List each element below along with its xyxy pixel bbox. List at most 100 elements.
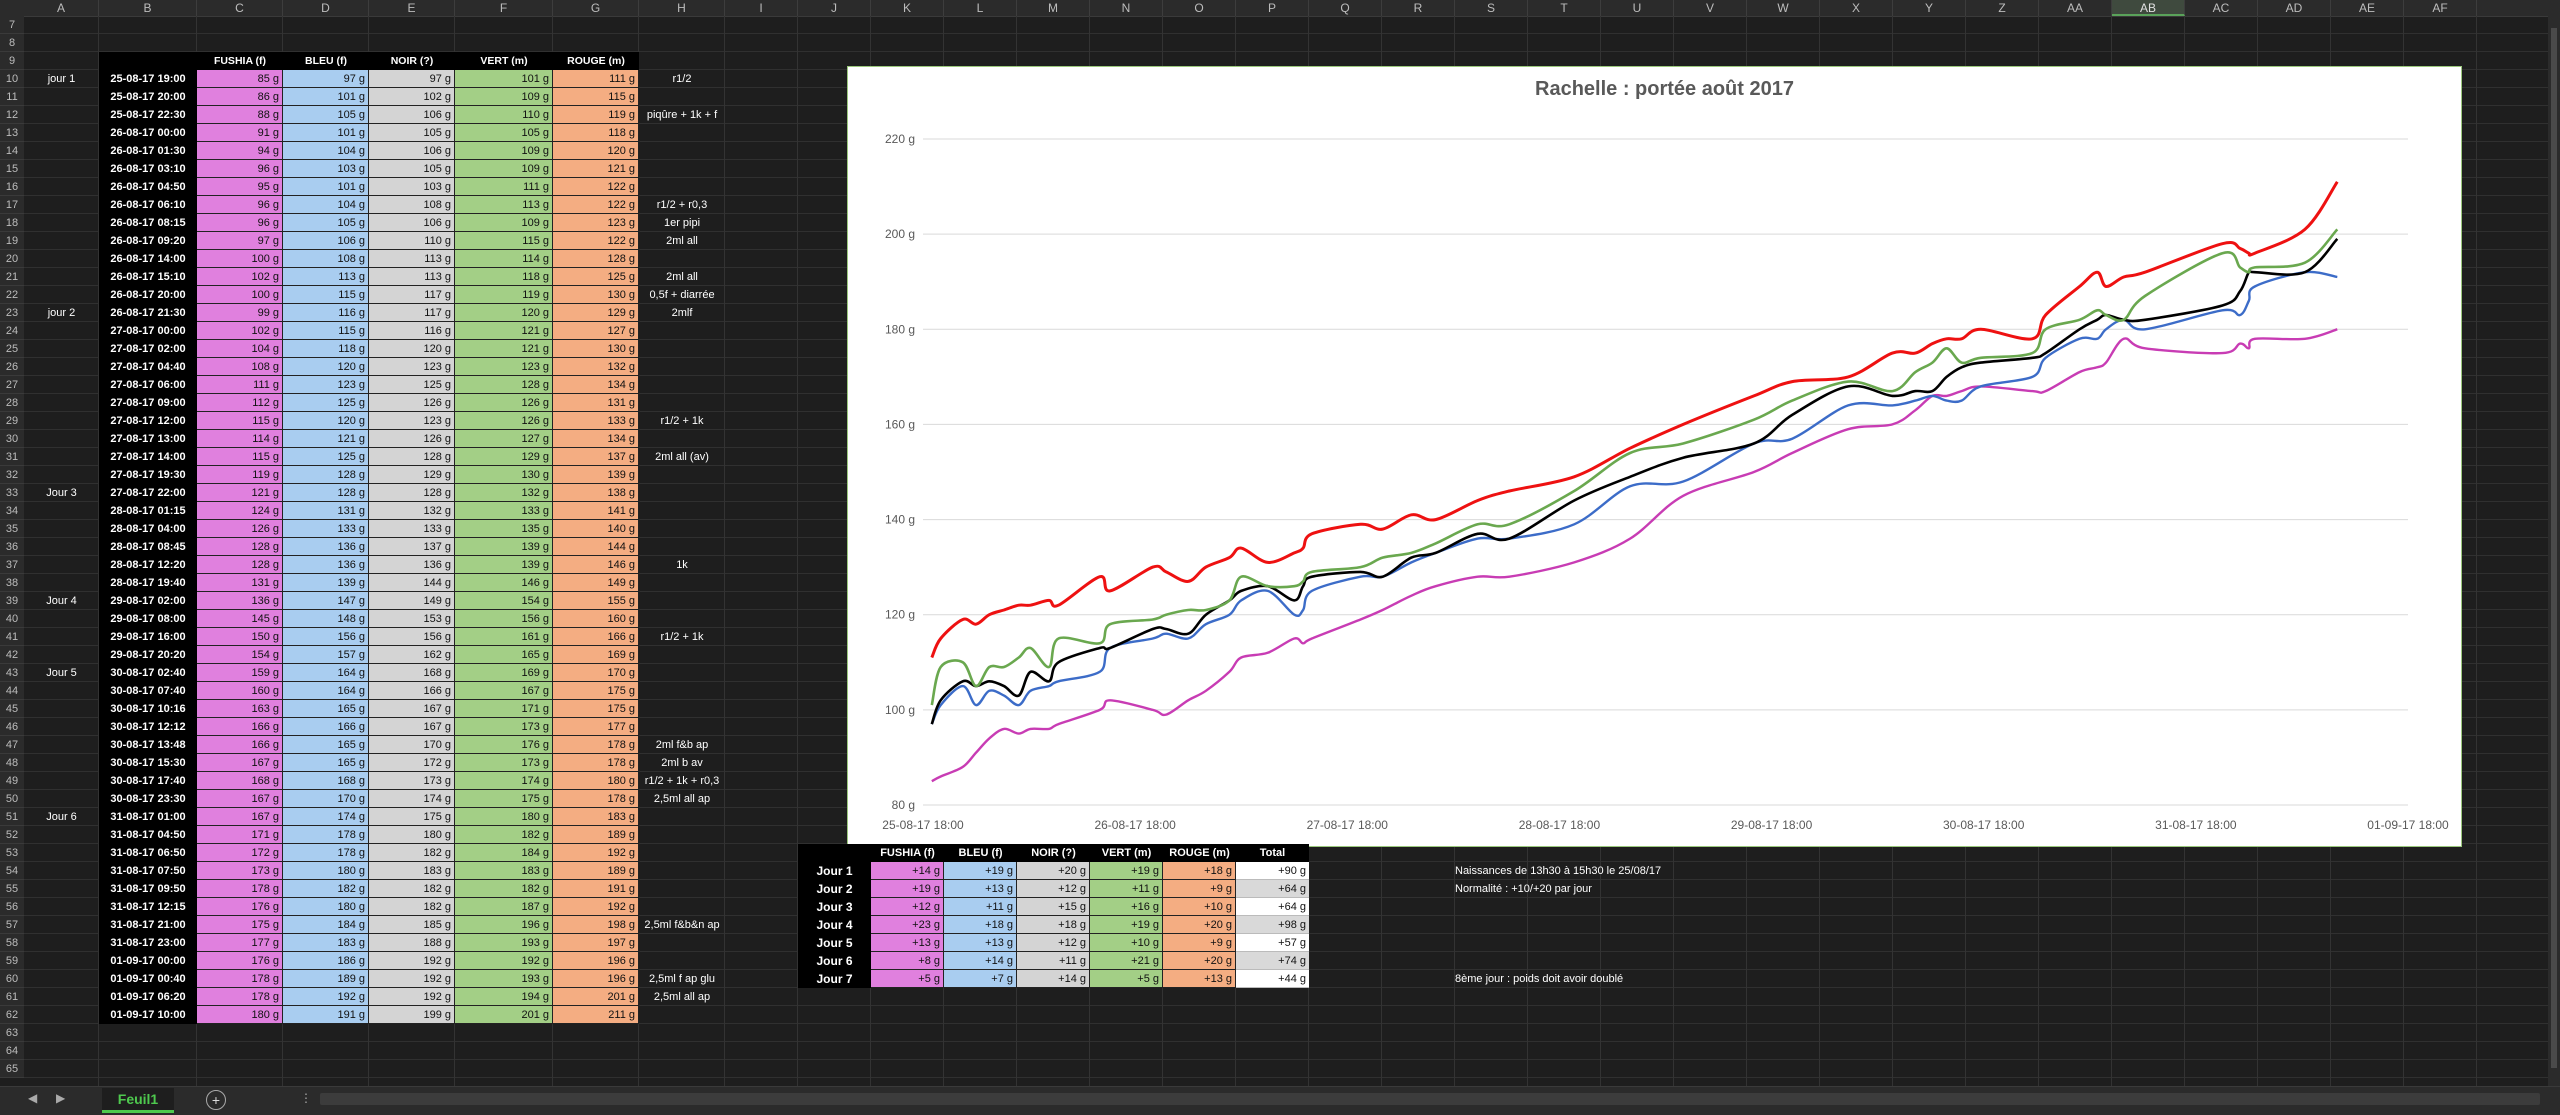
weight-cell[interactable]: 192 g [369,952,455,970]
spreadsheet-grid[interactable]: Rachelle : portée août 2017 80 g 100 g 120 … [24,16,2548,1086]
date-cell[interactable]: 26-08-17 04:50 [99,178,197,196]
row-header-19[interactable]: 19 [0,232,24,250]
row-header-55[interactable]: 55 [0,880,24,898]
weight-cell[interactable]: 138 g [553,484,639,502]
weight-cell[interactable]: 165 g [283,736,369,754]
weight-cell[interactable]: 105 g [283,214,369,232]
weight-cell[interactable]: 110 g [455,106,553,124]
note-cell[interactable]: 1k [676,559,688,571]
weight-cell[interactable]: 104 g [197,340,283,358]
summary-gain-cell[interactable]: +19 g [944,862,1017,880]
weight-cell[interactable]: 102 g [197,268,283,286]
weight-cell[interactable]: 165 g [283,700,369,718]
column-header-ad[interactable]: AD [2258,0,2331,16]
summary-header-cell[interactable]: FUSHIA (f) [871,844,944,862]
summary-header-cell[interactable]: VERT (m) [1090,844,1163,862]
weight-cell[interactable]: 128 g [197,538,283,556]
weight-cell[interactable]: 96 g [197,196,283,214]
weight-cell[interactable]: 96 g [197,214,283,232]
weight-cell[interactable]: 180 g [455,808,553,826]
weight-cell[interactable]: 178 g [197,970,283,988]
weight-cell[interactable]: 111 g [197,376,283,394]
weight-cell[interactable]: 109 g [455,88,553,106]
row-header-61[interactable]: 61 [0,988,24,1006]
weight-cell[interactable]: 100 g [197,286,283,304]
row-header-54[interactable]: 54 [0,862,24,880]
summary-gain-cell[interactable]: +12 g [871,898,944,916]
weight-cell[interactable]: 180 g [369,826,455,844]
weight-cell[interactable]: 182 g [455,826,553,844]
weight-cell[interactable]: 136 g [369,556,455,574]
date-cell[interactable]: 25-08-17 20:00 [99,88,197,106]
weight-cell[interactable]: 105 g [283,106,369,124]
row-header-14[interactable]: 14 [0,142,24,160]
row-header-57[interactable]: 57 [0,916,24,934]
weight-cell[interactable]: 174 g [369,790,455,808]
weight-cell[interactable]: 105 g [455,124,553,142]
summary-total-cell[interactable]: +64 g [1236,880,1309,898]
row-header-58[interactable]: 58 [0,934,24,952]
date-cell[interactable]: 01-09-17 00:40 [99,970,197,988]
weight-cell[interactable]: 182 g [455,880,553,898]
date-cell[interactable]: 28-08-17 12:20 [99,556,197,574]
row-header-38[interactable]: 38 [0,574,24,592]
weight-cell[interactable]: 128 g [553,250,639,268]
weight-cell[interactable]: 183 g [553,808,639,826]
weight-cell[interactable]: 126 g [369,394,455,412]
weight-cell[interactable]: 166 g [369,682,455,700]
day-label[interactable]: Jour 4 [46,595,77,607]
weight-cell[interactable]: 137 g [369,538,455,556]
weight-cell[interactable]: 149 g [553,574,639,592]
date-cell[interactable]: 29-08-17 02:00 [99,592,197,610]
weight-cell[interactable]: 153 g [369,610,455,628]
weight-cell[interactable]: 174 g [283,808,369,826]
weight-cell[interactable]: 166 g [553,628,639,646]
weight-cell[interactable]: 122 g [553,232,639,250]
weight-cell[interactable]: 101 g [455,70,553,88]
day-label[interactable]: Jour 5 [46,667,77,679]
column-header-t[interactable]: T [1528,0,1601,16]
row-header-35[interactable]: 35 [0,520,24,538]
row-header-17[interactable]: 17 [0,196,24,214]
date-cell[interactable]: 28-08-17 19:40 [99,574,197,592]
weight-cell[interactable]: 121 g [283,430,369,448]
summary-gain-cell[interactable]: +13 g [944,880,1017,898]
sheet-tab-feuil1[interactable]: Feuil1 [102,1088,174,1113]
day-label[interactable]: jour 2 [47,307,76,319]
table-header-cell[interactable]: ROUGE (m) [553,52,639,70]
summary-gain-cell[interactable]: +18 g [1017,916,1090,934]
weight-cell[interactable]: 97 g [197,232,283,250]
summary-total-cell[interactable]: +90 g [1236,862,1309,880]
weight-cell[interactable]: 178 g [283,826,369,844]
column-header-o[interactable]: O [1163,0,1236,16]
weight-cell[interactable]: 128 g [369,484,455,502]
weight-cell[interactable]: 113 g [455,196,553,214]
weight-cell[interactable]: 121 g [197,484,283,502]
weight-cell[interactable]: 117 g [369,286,455,304]
weight-cell[interactable]: 106 g [369,142,455,160]
row-header-56[interactable]: 56 [0,898,24,916]
summary-gain-cell[interactable]: +16 g [1090,898,1163,916]
row-header-32[interactable]: 32 [0,466,24,484]
column-header-c[interactable]: C [197,0,283,16]
weight-cell[interactable]: 115 g [553,88,639,106]
column-header-i[interactable]: I [725,0,798,16]
weight-cell[interactable]: 115 g [197,448,283,466]
date-cell[interactable]: 26-08-17 08:15 [99,214,197,232]
date-cell[interactable]: 27-08-17 04:40 [99,358,197,376]
weight-cell[interactable]: 177 g [553,718,639,736]
table-header-cell[interactable]: BLEU (f) [283,52,369,70]
row-header-25[interactable]: 25 [0,340,24,358]
weight-cell[interactable]: 113 g [369,268,455,286]
weight-cell[interactable]: 108 g [369,196,455,214]
date-cell[interactable]: 27-08-17 09:00 [99,394,197,412]
row-header-30[interactable]: 30 [0,430,24,448]
weight-cell[interactable]: 85 g [197,70,283,88]
weight-cell[interactable]: 133 g [455,502,553,520]
weight-cell[interactable]: 134 g [553,430,639,448]
weight-cell[interactable]: 118 g [283,340,369,358]
column-header-z[interactable]: Z [1966,0,2039,16]
row-header-31[interactable]: 31 [0,448,24,466]
weight-cell[interactable]: 132 g [369,502,455,520]
summary-gain-cell[interactable]: +11 g [944,898,1017,916]
